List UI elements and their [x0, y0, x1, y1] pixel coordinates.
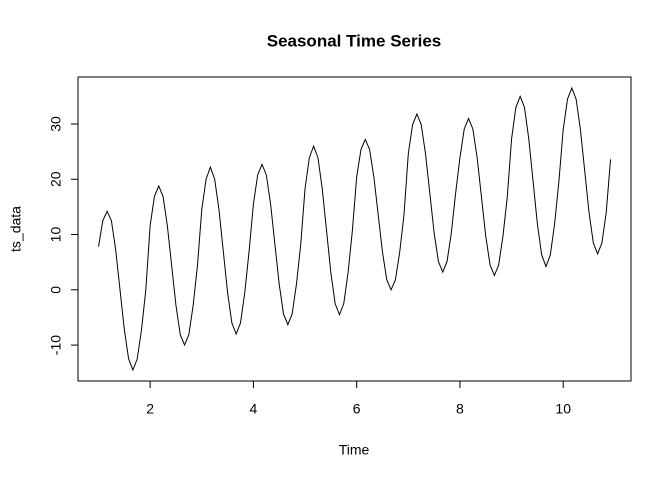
chart-title: Seasonal Time Series — [267, 31, 442, 50]
y-tick-label: 30 — [48, 116, 64, 132]
data-line — [98, 86, 612, 372]
y-axis-label: ts_data — [8, 206, 24, 252]
x-tick-label: 10 — [555, 401, 571, 417]
y-tick-label: 0 — [48, 286, 64, 294]
x-tick-label: 4 — [250, 401, 258, 417]
y-tick-label: 10 — [48, 227, 64, 243]
x-axis-label: Time — [339, 442, 370, 458]
plot-box — [77, 76, 632, 382]
x-tick-label: 2 — [146, 401, 154, 417]
y-tick-label: -10 — [48, 335, 64, 355]
y-tick-label: 20 — [48, 171, 64, 187]
x-tick-label: 6 — [353, 401, 361, 417]
x-tick-label: 8 — [456, 401, 464, 417]
